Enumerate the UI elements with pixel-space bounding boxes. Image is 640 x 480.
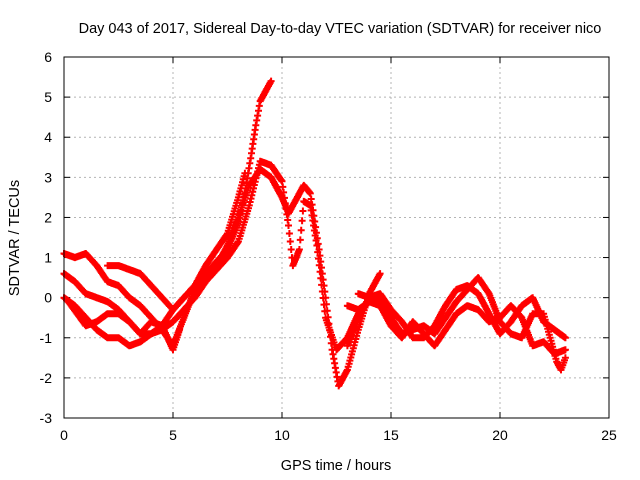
x-tick-label: 5 <box>169 427 177 443</box>
y-tick-label: 2 <box>44 209 52 225</box>
data-series <box>60 77 569 390</box>
series-markers <box>60 165 384 390</box>
x-tick-label: 25 <box>601 427 617 443</box>
x-tick-label: 0 <box>60 427 68 443</box>
series-track-8 <box>354 290 569 358</box>
y-tick-label: -1 <box>40 330 53 346</box>
y-tick-label: 5 <box>44 89 52 105</box>
x-tick-label: 20 <box>492 427 508 443</box>
series-track-5 <box>104 169 249 314</box>
series-track-4 <box>64 298 183 354</box>
plot-frame <box>63 56 610 419</box>
series-track-2 <box>60 165 384 390</box>
grid-lines <box>64 57 609 418</box>
y-tick-label: 4 <box>44 129 52 145</box>
chart-title: Day 043 of 2017, Sidereal Day-to-day VTE… <box>79 21 602 37</box>
y-tick-label: 6 <box>44 49 52 65</box>
x-tick-label: 10 <box>274 427 290 443</box>
y-tick-label: -3 <box>40 410 53 426</box>
y-tick-label: 3 <box>44 169 52 185</box>
y-tick-label: 1 <box>44 250 52 266</box>
y-axis-label: SDTVAR / TECUs <box>7 180 23 296</box>
x-axis-label: GPS time / hours <box>281 458 391 474</box>
x-tick-label: 15 <box>383 427 399 443</box>
axis-ticks: -3 -2 -1 0 1 2 3 4 5 6 0 5 10 15 20 25 <box>40 49 617 443</box>
y-tick-label: 0 <box>44 290 52 306</box>
y-tick-label: -2 <box>40 370 53 386</box>
